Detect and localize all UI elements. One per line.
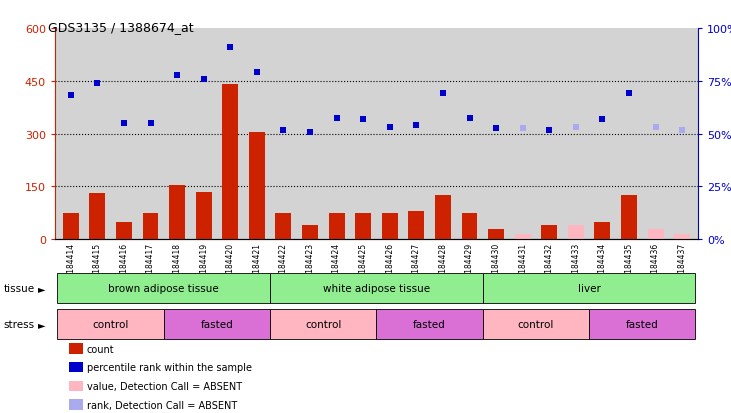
Bar: [568, 225, 584, 240]
Text: control: control: [92, 319, 129, 329]
Bar: [482, 273, 695, 303]
Text: white adipose tissue: white adipose tissue: [323, 283, 430, 293]
Bar: [674, 234, 690, 240]
Bar: [222, 85, 238, 240]
Bar: [276, 213, 292, 240]
Text: stress: stress: [4, 319, 35, 329]
Text: ►: ►: [38, 283, 45, 293]
Text: brown adipose tissue: brown adipose tissue: [108, 283, 219, 293]
Bar: [355, 213, 371, 240]
Bar: [376, 309, 482, 339]
Text: control: control: [305, 319, 341, 329]
Bar: [409, 211, 424, 240]
Bar: [116, 222, 132, 240]
Bar: [541, 225, 557, 240]
Bar: [164, 309, 270, 339]
Text: control: control: [518, 319, 554, 329]
Bar: [461, 213, 477, 240]
Bar: [143, 213, 159, 240]
Bar: [435, 196, 451, 240]
Bar: [589, 309, 695, 339]
Bar: [196, 192, 212, 240]
Bar: [270, 273, 482, 303]
Bar: [329, 213, 344, 240]
Text: percentile rank within the sample: percentile rank within the sample: [87, 363, 252, 373]
Bar: [63, 213, 79, 240]
Bar: [515, 234, 531, 240]
Bar: [302, 225, 318, 240]
Text: fasted: fasted: [413, 319, 446, 329]
Bar: [58, 273, 270, 303]
Text: liver: liver: [577, 283, 601, 293]
Bar: [621, 196, 637, 240]
Bar: [169, 185, 185, 240]
Text: ►: ►: [38, 319, 45, 329]
Text: GDS3135 / 1388674_at: GDS3135 / 1388674_at: [48, 21, 193, 33]
Bar: [488, 229, 504, 240]
Text: rank, Detection Call = ABSENT: rank, Detection Call = ABSENT: [87, 400, 238, 410]
Bar: [249, 133, 265, 240]
Bar: [382, 213, 398, 240]
Bar: [89, 194, 105, 240]
Text: tissue: tissue: [4, 283, 35, 293]
Bar: [58, 309, 164, 339]
Text: value, Detection Call = ABSENT: value, Detection Call = ABSENT: [87, 381, 242, 391]
Text: count: count: [87, 344, 115, 354]
Bar: [594, 222, 610, 240]
Text: fasted: fasted: [626, 319, 659, 329]
Bar: [648, 229, 664, 240]
Bar: [270, 309, 376, 339]
Bar: [482, 309, 589, 339]
Text: fasted: fasted: [200, 319, 233, 329]
